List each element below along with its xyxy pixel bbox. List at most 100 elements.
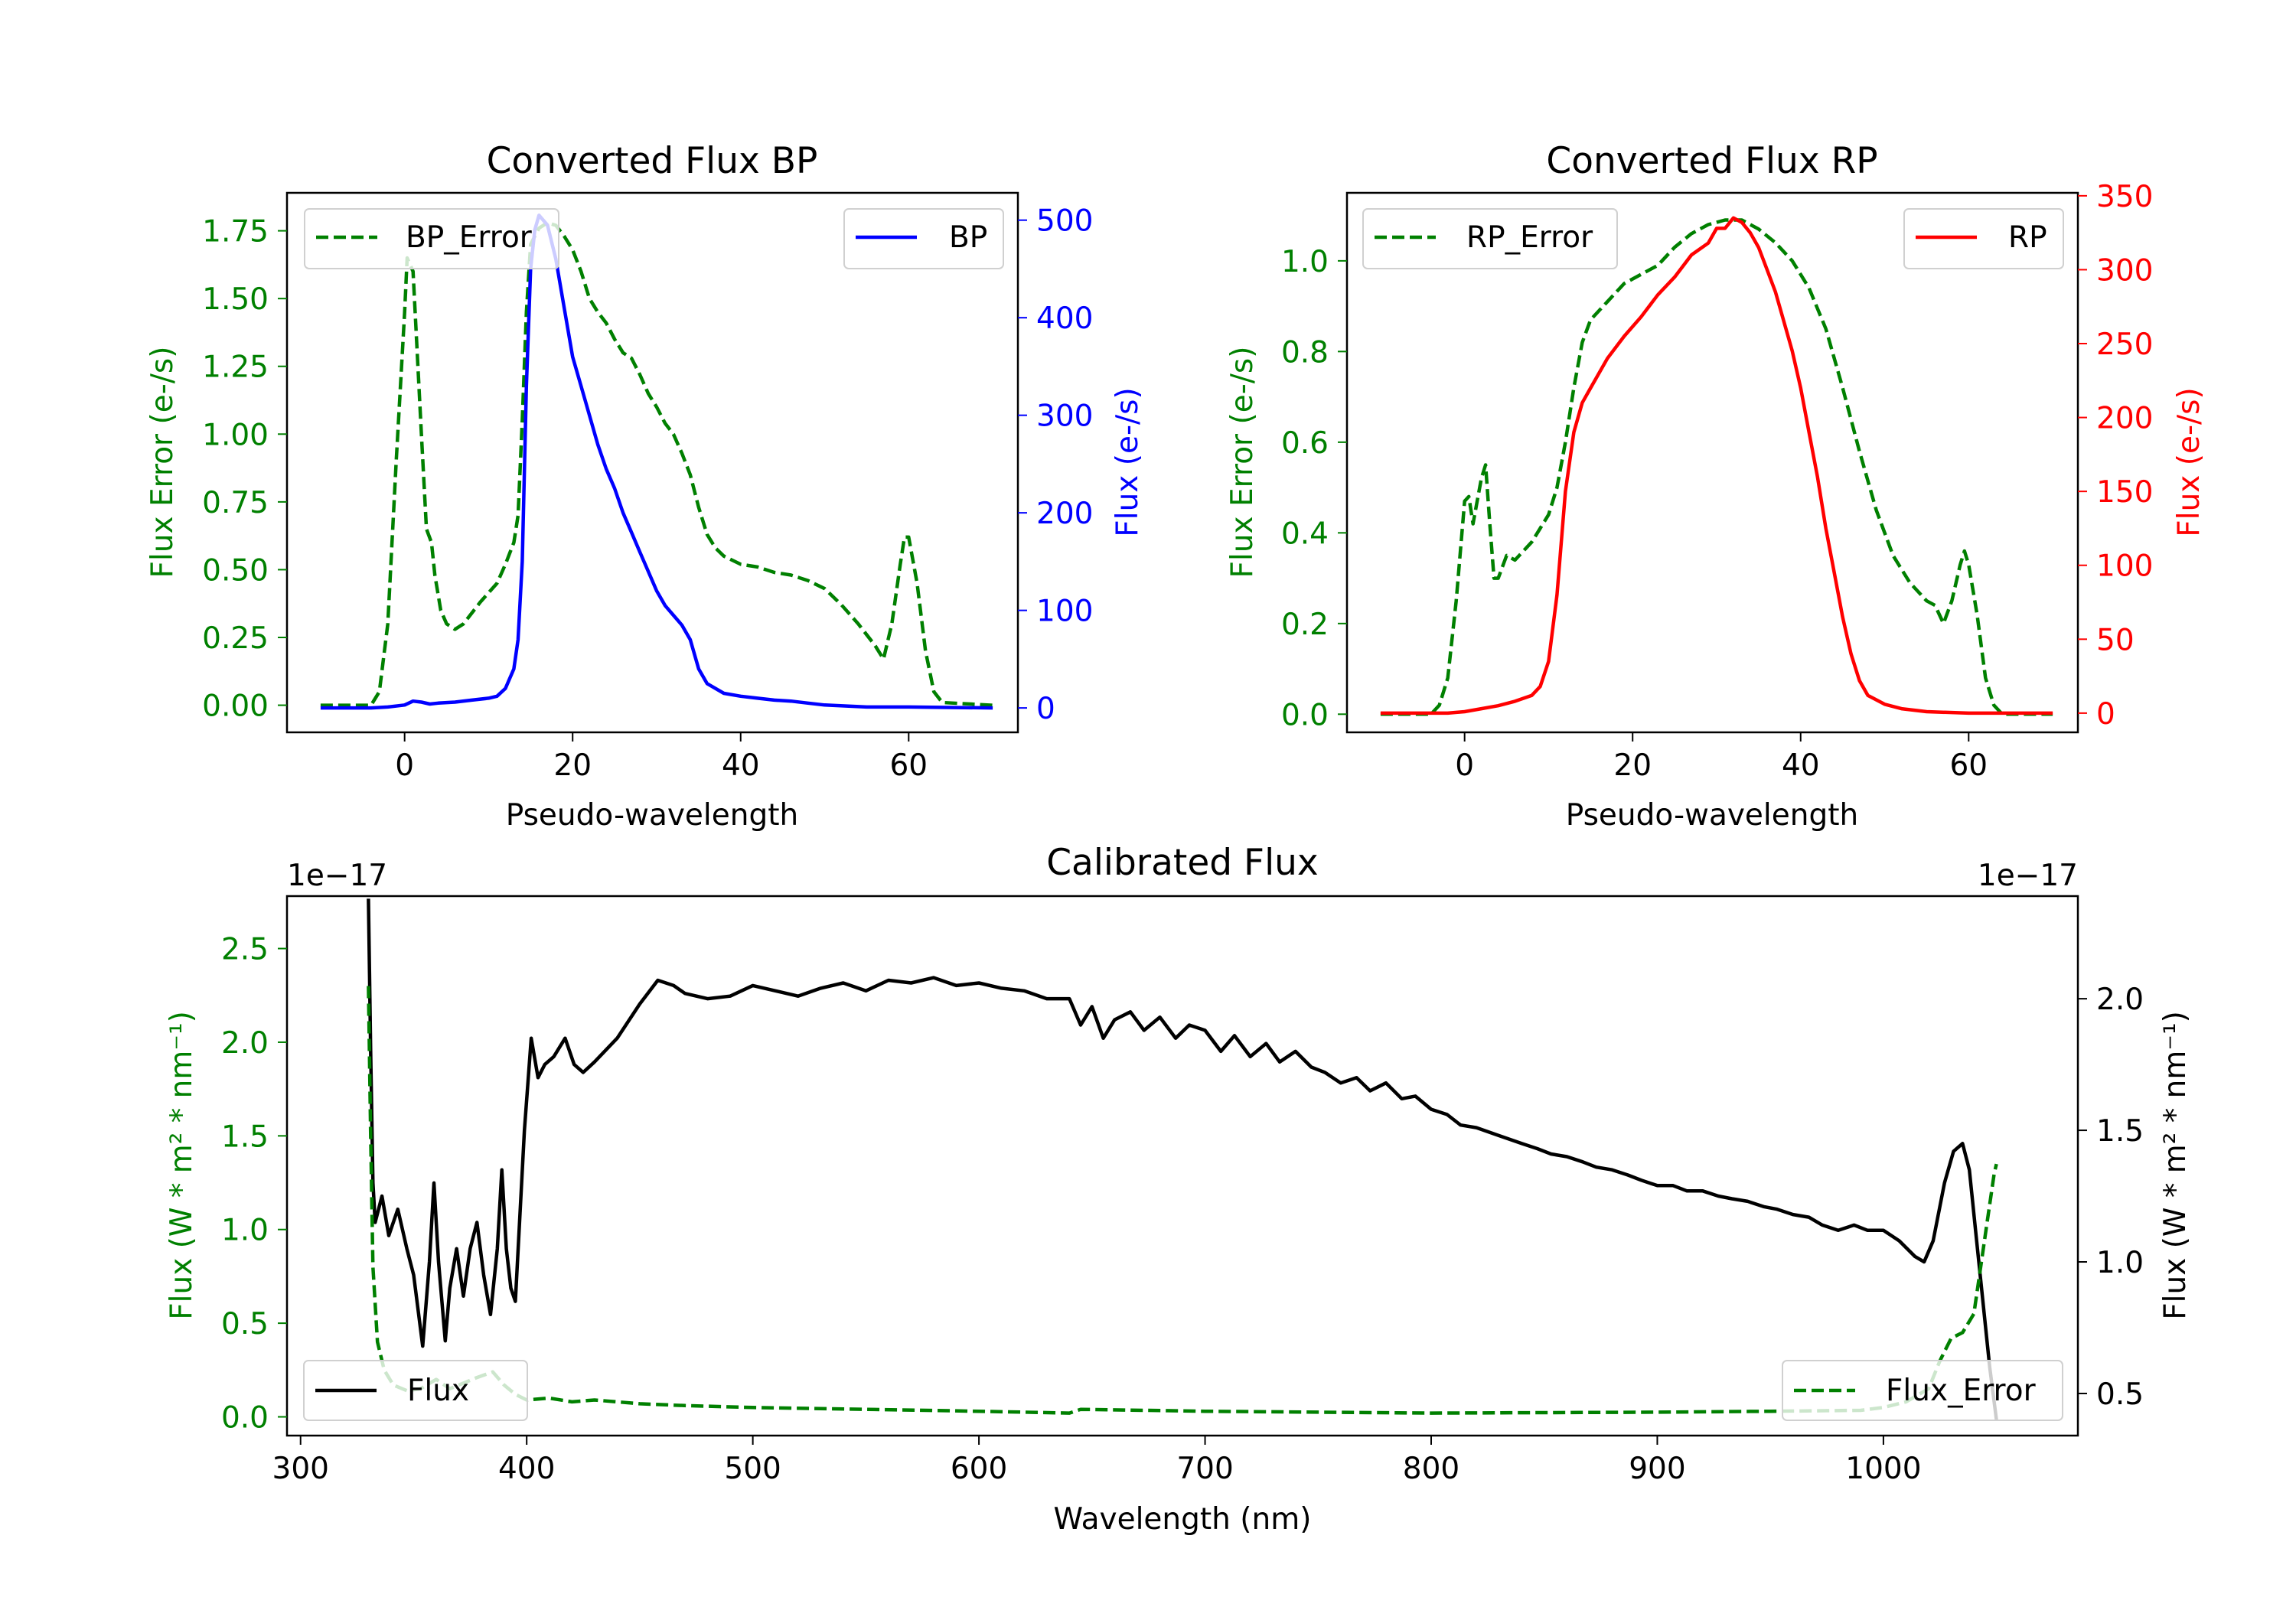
calibrated-left-axis-label: Flux (W * m² * nm⁻¹)	[165, 1011, 199, 1320]
rp-rp-error-line	[1380, 218, 2053, 716]
rp-left-axis-label: Flux Error (e-/s)	[1225, 347, 1260, 579]
rp-x-tick-label: 0	[1455, 748, 1474, 783]
calibrated-axes-frame	[285, 895, 2079, 1437]
rp-legend: RP	[1903, 208, 2064, 269]
rp-legend-label: RP	[2008, 220, 2047, 255]
bp-right-tick-label: 0	[1036, 692, 1055, 726]
rp-error-legend: RP_Error	[1362, 208, 1618, 269]
calibrated-left-offset-label: 1e−17	[287, 859, 387, 893]
bp-left-tick-label: 1.50	[202, 282, 269, 317]
calibrated-x-tick-label: 1000	[1845, 1452, 1921, 1486]
calibrated-right-axis-label: Flux (W * m² * nm⁻¹)	[2158, 1011, 2193, 1320]
bp-legend: BP	[843, 208, 1004, 269]
bp-left-tick-label: 0.75	[202, 486, 269, 520]
bp-bp-line	[320, 214, 993, 710]
rp-series-layer	[1380, 216, 2053, 716]
flux-error-legend: Flux_Error	[1782, 1360, 2063, 1421]
bp-left-tick-label: 1.75	[202, 215, 269, 249]
rp-right-tick-label: 350	[2096, 180, 2153, 214]
bp-error-legend-label: BP_Error	[406, 220, 533, 255]
rp-right-tick-label: 200	[2096, 402, 2153, 436]
bp-x-tick-label: 0	[395, 748, 414, 783]
flux-error-legend-label: Flux_Error	[1886, 1374, 2037, 1408]
calibrated-x-tick-label: 700	[1176, 1452, 1233, 1486]
flux-error-legend-box	[1782, 1360, 2063, 1421]
rp-left-tick-label: 1.0	[1281, 245, 1329, 279]
rp-left-ticks: 0.0 0.2 0.4 0.6 0.8 1.0	[1281, 245, 1347, 732]
rp-error-legend-label: RP_Error	[1466, 220, 1593, 255]
calibrated-left-tick-label: 2.0	[221, 1026, 269, 1061]
bp-axes-frame	[285, 191, 1019, 734]
calibrated-left-tick-label: 2.5	[221, 933, 269, 967]
calibrated-x-tick-label: 500	[724, 1452, 781, 1486]
rp-left-tick-label: 0.6	[1281, 426, 1329, 461]
rp-left-tick-label: 0.0	[1281, 698, 1329, 732]
bp-left-axis-label: Flux Error (e-/s)	[145, 347, 180, 579]
bp-left-tick-label: 0.00	[202, 689, 269, 724]
rp-right-tick-label: 250	[2096, 328, 2153, 362]
bp-x-axis-label: Pseudo-wavelength	[506, 798, 798, 833]
rp-right-tick-label: 0	[2096, 697, 2115, 732]
bp-right-ticks: 0 100 200 300 400 500	[1018, 204, 1093, 726]
bp-error-legend: BP_Error	[304, 208, 559, 269]
calibrated-right-tick-label: 1.0	[2096, 1246, 2144, 1280]
flux-legend-box	[303, 1360, 528, 1421]
rp-right-tick-label: 50	[2096, 623, 2135, 657]
bp-right-tick-label: 400	[1036, 302, 1093, 336]
bp-right-tick-label: 200	[1036, 497, 1093, 531]
calibrated-right-tick-label: 1.5	[2096, 1114, 2144, 1149]
bp-series-layer	[320, 214, 993, 710]
calibrated-left-tick-label: 1.0	[221, 1214, 269, 1248]
rp-legend-box	[1903, 208, 2064, 269]
bp-error-legend-box	[304, 208, 559, 269]
calibrated-right-tick-label: 2.0	[2096, 983, 2144, 1017]
bp-right-tick-label: 300	[1036, 399, 1093, 434]
rp-x-ticks: 0 20 40 60	[1455, 732, 1988, 783]
bp-right-axis-label: Flux (e-/s)	[1110, 387, 1145, 536]
bp-left-tick-label: 1.00	[202, 418, 269, 452]
rp-left-tick-label: 0.2	[1281, 608, 1329, 642]
bp-right-tick-label: 500	[1036, 204, 1093, 239]
calibrated-x-tick-label: 800	[1403, 1452, 1459, 1486]
bp-x-ticks: 0 20 40 60	[395, 732, 928, 783]
rp-left-tick-label: 0.4	[1281, 517, 1329, 551]
calibrated-right-tick-label: 0.5	[2096, 1377, 2144, 1412]
rp-right-tick-label: 100	[2096, 549, 2153, 584]
bp-legend-label: BP	[949, 220, 987, 255]
rp-left-tick-label: 0.8	[1281, 335, 1329, 370]
bp-x-tick-label: 20	[553, 748, 592, 783]
rp-x-axis-label: Pseudo-wavelength	[1566, 798, 1858, 833]
bp-bp-error-line	[320, 220, 993, 707]
bp-x-tick-label: 40	[722, 748, 760, 783]
calibrated-x-ticks: 300 400 500 600 700 800 900 1000	[272, 1436, 1922, 1486]
panel-calibrated: Calibrated Flux 1e−17 1e−17 300 400 500 600…	[165, 842, 2193, 1537]
flux-legend-label: Flux	[407, 1374, 469, 1408]
calibrated-x-tick-label: 600	[951, 1452, 1007, 1486]
rp-x-tick-label: 20	[1613, 748, 1652, 783]
bp-left-ticks: 0.00 0.25 0.50 0.75 1.00 1.25 1.50 1.75	[202, 215, 287, 724]
chart-title-rp: Converted Flux RP	[1546, 140, 1877, 182]
bp-left-tick-label: 1.25	[202, 350, 269, 385]
panel-rp: Converted Flux RP 0 20 40 60 0.00.20.40.60.…	[1225, 140, 2206, 833]
calibrated-x-tick-label: 900	[1629, 1452, 1685, 1486]
rp-right-tick-label: 300	[2096, 253, 2153, 288]
bp-x-tick-label: 60	[889, 748, 928, 783]
rp-rp-line	[1380, 216, 2053, 715]
rp-x-tick-label: 60	[1949, 748, 1988, 783]
calibrated-x-axis-label: Wavelength (nm)	[1054, 1502, 1312, 1537]
bp-left-tick-label: 0.25	[202, 621, 269, 656]
rp-right-axis-label: Flux (e-/s)	[2172, 387, 2206, 536]
flux-legend: Flux	[303, 1360, 528, 1421]
chart-title-calibrated: Calibrated Flux	[1046, 842, 1319, 884]
calibrated-flux-line	[367, 898, 1998, 1420]
bp-left-tick-label: 0.50	[202, 553, 269, 588]
calibrated-left-tick-label: 0.0	[221, 1401, 269, 1436]
rp-x-tick-label: 40	[1782, 748, 1820, 783]
rp-right-ticks: 0 50 100 150 200 250 300 350	[2078, 180, 2153, 732]
panel-bp: Converted Flux BP 0 20 40 60 0.000.250.500.…	[145, 140, 1145, 833]
bp-right-tick-label: 100	[1036, 595, 1093, 629]
calibrated-left-tick-label: 0.5	[221, 1307, 269, 1341]
rp-axes-frame	[1345, 191, 2079, 734]
bp-legend-box	[843, 208, 1004, 269]
